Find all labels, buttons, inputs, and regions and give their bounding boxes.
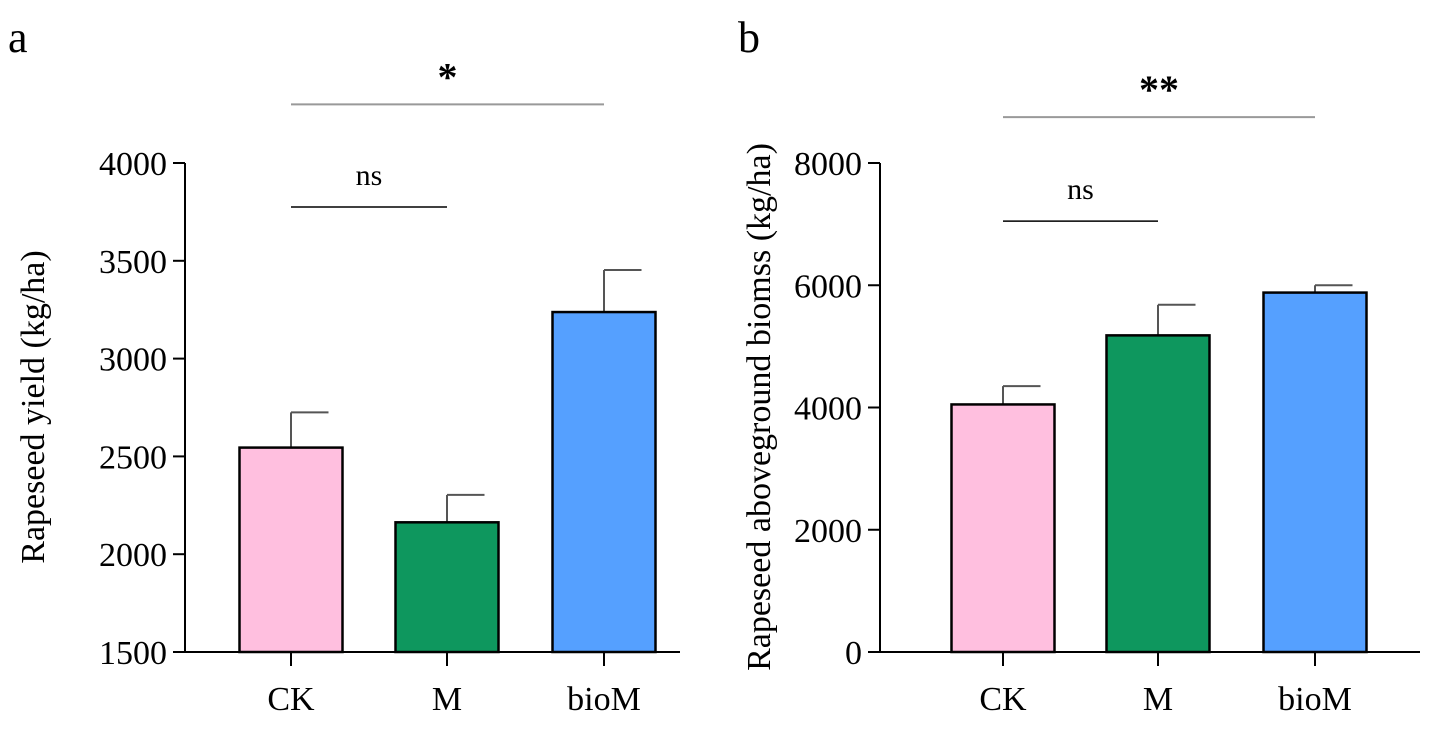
y-tick-label: 2000	[99, 537, 167, 574]
significance-label: **	[1139, 67, 1179, 112]
y-tick-label: 4000	[99, 146, 167, 183]
significance-label: ns	[1067, 173, 1094, 206]
bar-biom	[1262, 291, 1368, 654]
bar-biom	[551, 310, 657, 654]
x-tick-label: bioM	[567, 681, 641, 718]
bar-ck	[238, 446, 344, 654]
y-tick-label: 2500	[99, 439, 167, 476]
panel-letter: a	[8, 13, 28, 62]
bar-m	[394, 521, 500, 654]
x-tick-label: M	[1143, 681, 1173, 718]
y-axis-title: Rapeseed aboveground biomss (kg/ha)	[741, 143, 778, 671]
significance-label: ns	[356, 159, 383, 192]
y-tick-label: 6000	[794, 268, 862, 305]
panel-letter: b	[738, 13, 760, 62]
y-tick-label: 0	[845, 635, 862, 672]
y-tick-label: 8000	[794, 146, 862, 183]
y-tick-label: 3500	[99, 244, 167, 281]
bar-m	[1105, 334, 1211, 654]
x-tick-label: bioM	[1278, 681, 1352, 718]
y-tick-label: 4000	[794, 391, 862, 428]
panel-a: a 1500 2000 2500 3000 3500 4000 Rapeseed yield …	[8, 13, 680, 718]
y-tick-label: 3000	[99, 342, 167, 379]
x-tick-label: CK	[979, 681, 1027, 718]
x-tick-label: M	[432, 681, 462, 718]
significance-label: *	[438, 54, 458, 99]
bar-ck	[950, 403, 1056, 654]
y-tick-label: 1500	[99, 635, 167, 672]
y-axis-title: Rapeseed yield (kg/ha)	[15, 250, 52, 563]
y-tick-label: 2000	[794, 513, 862, 550]
panel-b: b 0 2000 4000 6000 8000 Rapeseed aboveground b…	[738, 13, 1420, 718]
x-tick-label: CK	[267, 681, 315, 718]
